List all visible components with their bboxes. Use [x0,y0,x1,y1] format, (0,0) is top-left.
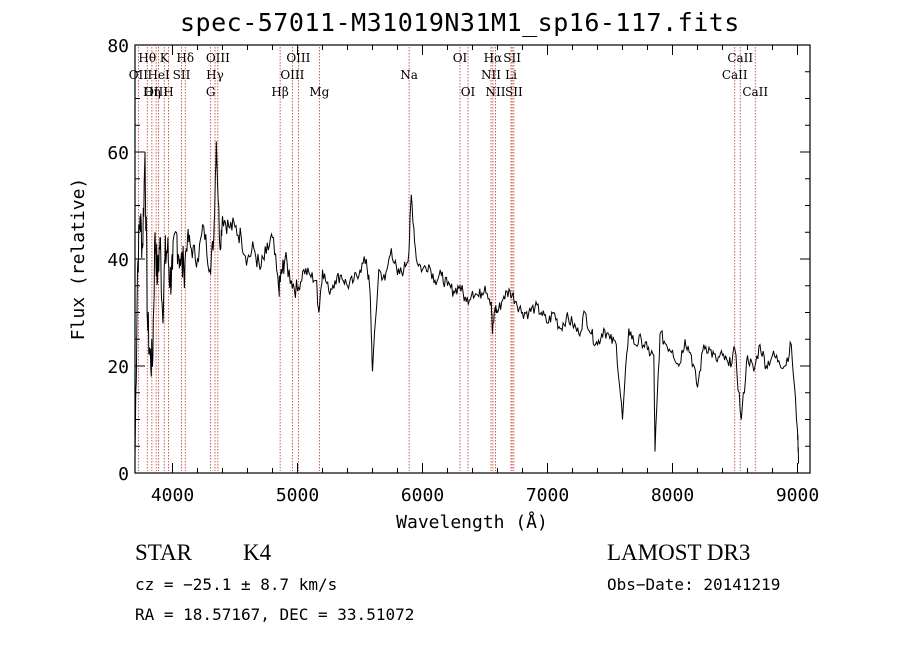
x-tick-label: 5000 [276,485,319,506]
y-tick-label: 60 [107,143,129,164]
coordinates: RA = 18.57167, DEC = 33.51072 [135,605,415,624]
line-label: OIII [286,51,310,65]
line-label: NII [486,85,506,99]
x-tick-label: 6000 [401,485,444,506]
line-label: OI [461,85,476,99]
line-label: Hθ [138,51,156,65]
line-label: Hη [143,85,161,99]
line-label: CaII [742,85,768,99]
line-label: Hβ [271,85,288,99]
chart-title: spec-57011-M31019N31M1_sp16-117.fits [180,8,740,37]
y-tick-label: 0 [118,464,129,485]
line-label: OII [129,68,149,82]
subclass: K4 [243,540,272,565]
y-axis-label: Flux (relative) [68,178,89,341]
line-markers [137,47,756,471]
object-type: STAR [135,540,192,565]
line-label: CaII [727,51,753,65]
line-label: OI [453,51,468,65]
line-label: OIII [206,51,230,65]
line-label: Na [400,68,418,82]
redshift-cz: cz = −25.1 ± 8.7 km/s [135,575,338,594]
line-label: SII [173,68,191,82]
line-label: SII [505,85,523,99]
line-label: SII [503,51,521,65]
y-tick-label: 20 [107,357,129,378]
y-tick-label: 40 [107,250,129,271]
line-label: Li [505,68,517,82]
y-tick-label: 80 [107,36,129,57]
line-label: Hδ [176,51,194,65]
line-label: Hγ [206,68,224,82]
survey-name: LAMOST DR3 [607,540,751,565]
x-tick-label: 9000 [776,485,819,506]
x-tick-label: 8000 [651,485,694,506]
line-label: Hα [484,51,503,65]
axis-ticks: 4000 5000 6000 7000 8000 9000 0 20 40 60 80 [107,36,819,506]
line-label: Mg [309,85,329,99]
x-tick-label: 4000 [151,485,194,506]
obs-date: Obs−Date: 20141219 [607,575,781,594]
spectrum-line [134,141,800,465]
line-label: HeI [147,68,170,82]
plot-frame [134,44,811,474]
line-label: NII [481,68,501,82]
line-label: K [160,51,170,65]
line-label: G [206,85,216,99]
line-label: OIII [144,85,168,99]
x-axis-label: Wavelength (Å) [396,511,548,533]
line-label: H [163,85,173,99]
line-label: OIII [280,68,304,82]
line-label: CaII [722,68,748,82]
x-tick-label: 7000 [526,485,569,506]
